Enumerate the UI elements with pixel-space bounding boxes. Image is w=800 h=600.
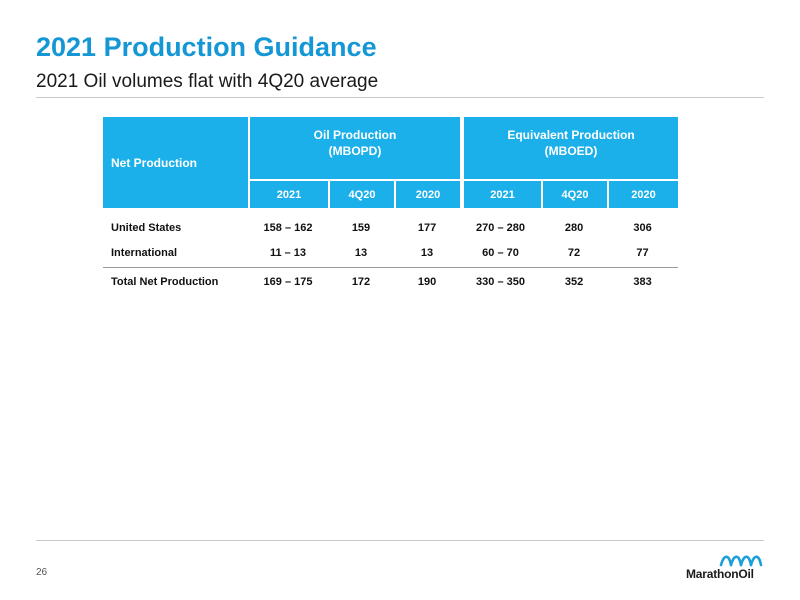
page-number: 26 [36,567,48,578]
table-row-united-states: United States 158 – 162 159 177 270 – 28… [103,208,678,239]
logo-wordmark: MarathonOil [686,567,754,581]
table-cell: 159 [351,221,371,234]
marathon-oil-wave-logo-icon [719,555,763,567]
table-cell: 72 [567,247,581,259]
slide-subtitle: 2021 Oil volumes flat with 4Q20 average [36,71,379,92]
table-cell: 352 [541,267,608,295]
table-cell: 11 – 13 [269,247,307,259]
bottom-divider [36,540,764,541]
oil-4q20-header: 4Q20 [328,179,394,208]
table-cell: 13 [420,247,434,259]
table-row-international: International 11 – 13 13 13 60 – 70 72 7… [103,239,678,267]
company-logo: MarathonOil [686,551,766,585]
row-label: Total Net Production [103,267,248,295]
equivalent-2021-header: 2021 [460,179,542,208]
table-cell: 306 [633,221,652,234]
table-row-total: Total Net Production 169 – 175 172 190 3… [103,267,679,295]
oil-production-title: Oil Production [313,128,397,142]
row-label: International [111,247,178,259]
table-cell: 13 [354,247,368,259]
production-guidance-table: Net Production Oil Production (MBOPD) Eq… [103,117,679,295]
slide-title: 2021 Production Guidance [36,32,377,62]
equivalent-production-group-header: Equivalent Production (MBOED) [460,117,679,179]
table-cell: 383 [607,267,679,295]
table-cell: 177 [417,221,437,234]
net-production-header: Net Production [103,117,248,208]
oil-2021-header: 2021 [248,179,328,208]
table-cell: 158 – 162 [263,221,313,234]
oil-2020-header: 2020 [394,179,461,208]
table-cell: 330 – 350 [460,267,542,295]
equivalent-2020-header: 2020 [607,179,679,208]
top-divider [36,97,764,98]
table-cell: 172 [328,267,394,295]
equivalent-4q20-header: 4Q20 [541,179,608,208]
table-cell: 280 [564,221,584,234]
oil-production-group-header: Oil Production (MBOPD) [248,117,461,179]
table-cell: 270 – 280 [476,221,525,234]
row-label: United States [111,221,182,234]
table-cell: 190 [394,267,461,295]
table-cell: 60 – 70 [482,247,519,259]
equivalent-production-unit: (MBOED) [544,144,598,158]
equivalent-production-title: Equivalent Production [507,128,635,142]
table-cell: 169 – 175 [248,267,328,295]
oil-production-unit: (MBOPD) [328,144,382,158]
table-cell: 77 [636,247,649,259]
